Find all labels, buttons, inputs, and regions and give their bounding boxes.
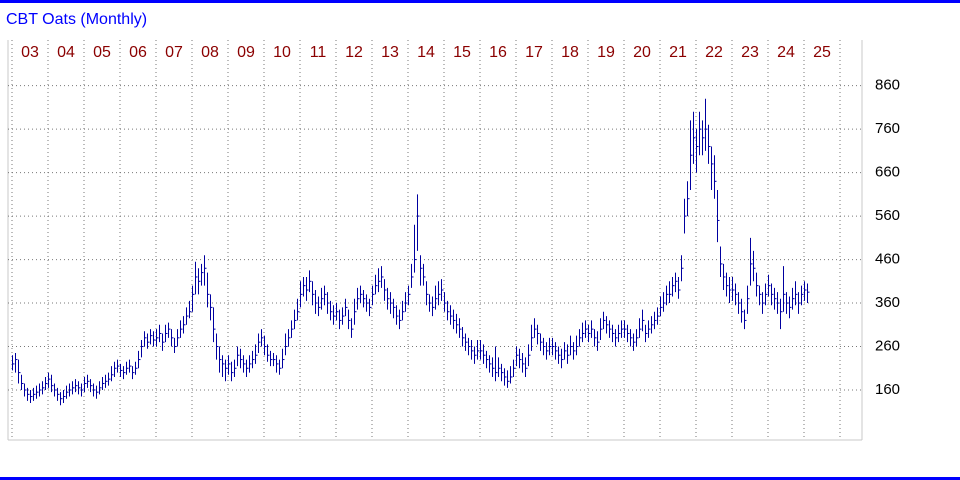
year-label: 04 bbox=[57, 44, 75, 61]
year-label: 08 bbox=[201, 44, 219, 61]
year-label: 17 bbox=[525, 44, 543, 61]
y-tick-label: 660 bbox=[875, 164, 900, 181]
year-label: 25 bbox=[813, 44, 831, 61]
year-label: 05 bbox=[93, 44, 111, 61]
year-label: 11 bbox=[310, 44, 327, 61]
chart-title: CBT Oats (Monthly) bbox=[6, 11, 147, 28]
year-label: 19 bbox=[597, 44, 615, 61]
year-label: 22 bbox=[705, 44, 723, 61]
year-label: 10 bbox=[273, 44, 291, 61]
year-label: 21 bbox=[669, 44, 687, 61]
y-tick-label: 460 bbox=[875, 251, 900, 268]
year-label: 07 bbox=[165, 44, 183, 61]
y-tick-label: 860 bbox=[875, 77, 900, 94]
year-label: 09 bbox=[237, 44, 255, 61]
year-label: 03 bbox=[21, 44, 39, 61]
year-label: 06 bbox=[129, 44, 147, 61]
y-tick-label: 760 bbox=[875, 120, 900, 137]
year-label: 23 bbox=[741, 44, 759, 61]
year-label: 18 bbox=[561, 44, 579, 61]
y-tick-label: 260 bbox=[875, 337, 900, 354]
year-label: 20 bbox=[633, 44, 651, 61]
year-label: 24 bbox=[777, 44, 795, 61]
y-tick-label: 560 bbox=[875, 207, 900, 224]
y-tick-label: 160 bbox=[875, 381, 900, 398]
year-label: 14 bbox=[417, 44, 435, 61]
y-tick-label: 360 bbox=[875, 294, 900, 311]
year-label: 12 bbox=[345, 44, 363, 61]
year-label: 16 bbox=[489, 44, 507, 61]
year-label: 13 bbox=[381, 44, 399, 61]
year-label: 15 bbox=[453, 44, 471, 61]
